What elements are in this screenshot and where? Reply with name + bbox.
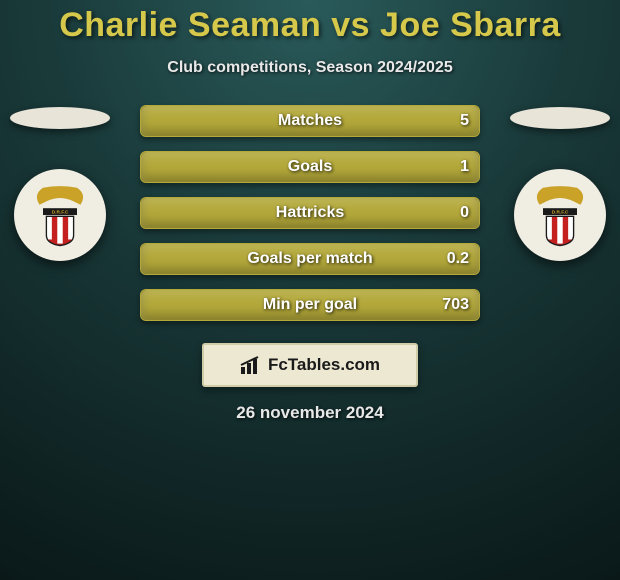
- player-left-oval: [10, 107, 110, 129]
- svg-text:D.R.F.C: D.R.F.C: [52, 210, 69, 216]
- stat-label: Matches: [278, 112, 342, 130]
- stat-label: Hattricks: [276, 204, 344, 222]
- bar-chart-icon: [240, 355, 262, 375]
- stat-bar-matches: Matches 5: [140, 105, 480, 137]
- stat-label: Goals per match: [247, 250, 372, 268]
- player-left-column: D.R.F.C: [0, 105, 120, 261]
- page-subtitle: Club competitions, Season 2024/2025: [0, 59, 620, 77]
- footer-date: 26 november 2024: [0, 403, 620, 423]
- player-right-club-badge: D.R.F.C: [514, 169, 606, 261]
- stat-value: 0.2: [447, 250, 469, 268]
- stat-bar-hattricks: Hattricks 0: [140, 197, 480, 229]
- player-right-column: D.R.F.C: [500, 105, 620, 261]
- player-right-oval: [510, 107, 610, 129]
- stats-area: D.R.F.C D.R.F.C: [0, 105, 620, 325]
- stat-value: 703: [442, 296, 469, 314]
- stat-bars: Matches 5 Goals 1 Hattricks 0 Goals per …: [140, 105, 480, 321]
- page-title: Charlie Seaman vs Joe Sbarra: [0, 0, 620, 45]
- stat-value: 0: [460, 204, 469, 222]
- stat-bar-goals: Goals 1: [140, 151, 480, 183]
- stat-label: Goals: [288, 158, 332, 176]
- stat-bar-goals-per-match: Goals per match 0.2: [140, 243, 480, 275]
- stat-value: 1: [460, 158, 469, 176]
- stat-bar-min-per-goal: Min per goal 703: [140, 289, 480, 321]
- club-crest-icon: D.R.F.C: [526, 181, 594, 249]
- club-crest-icon: D.R.F.C: [26, 181, 94, 249]
- stat-label: Min per goal: [263, 296, 357, 314]
- source-logo-box: FcTables.com: [202, 343, 418, 387]
- svg-text:D.R.F.C: D.R.F.C: [552, 210, 569, 216]
- content: Charlie Seaman vs Joe Sbarra Club compet…: [0, 0, 620, 423]
- source-logo-text: FcTables.com: [268, 355, 380, 375]
- stat-value: 5: [460, 112, 469, 130]
- player-left-club-badge: D.R.F.C: [14, 169, 106, 261]
